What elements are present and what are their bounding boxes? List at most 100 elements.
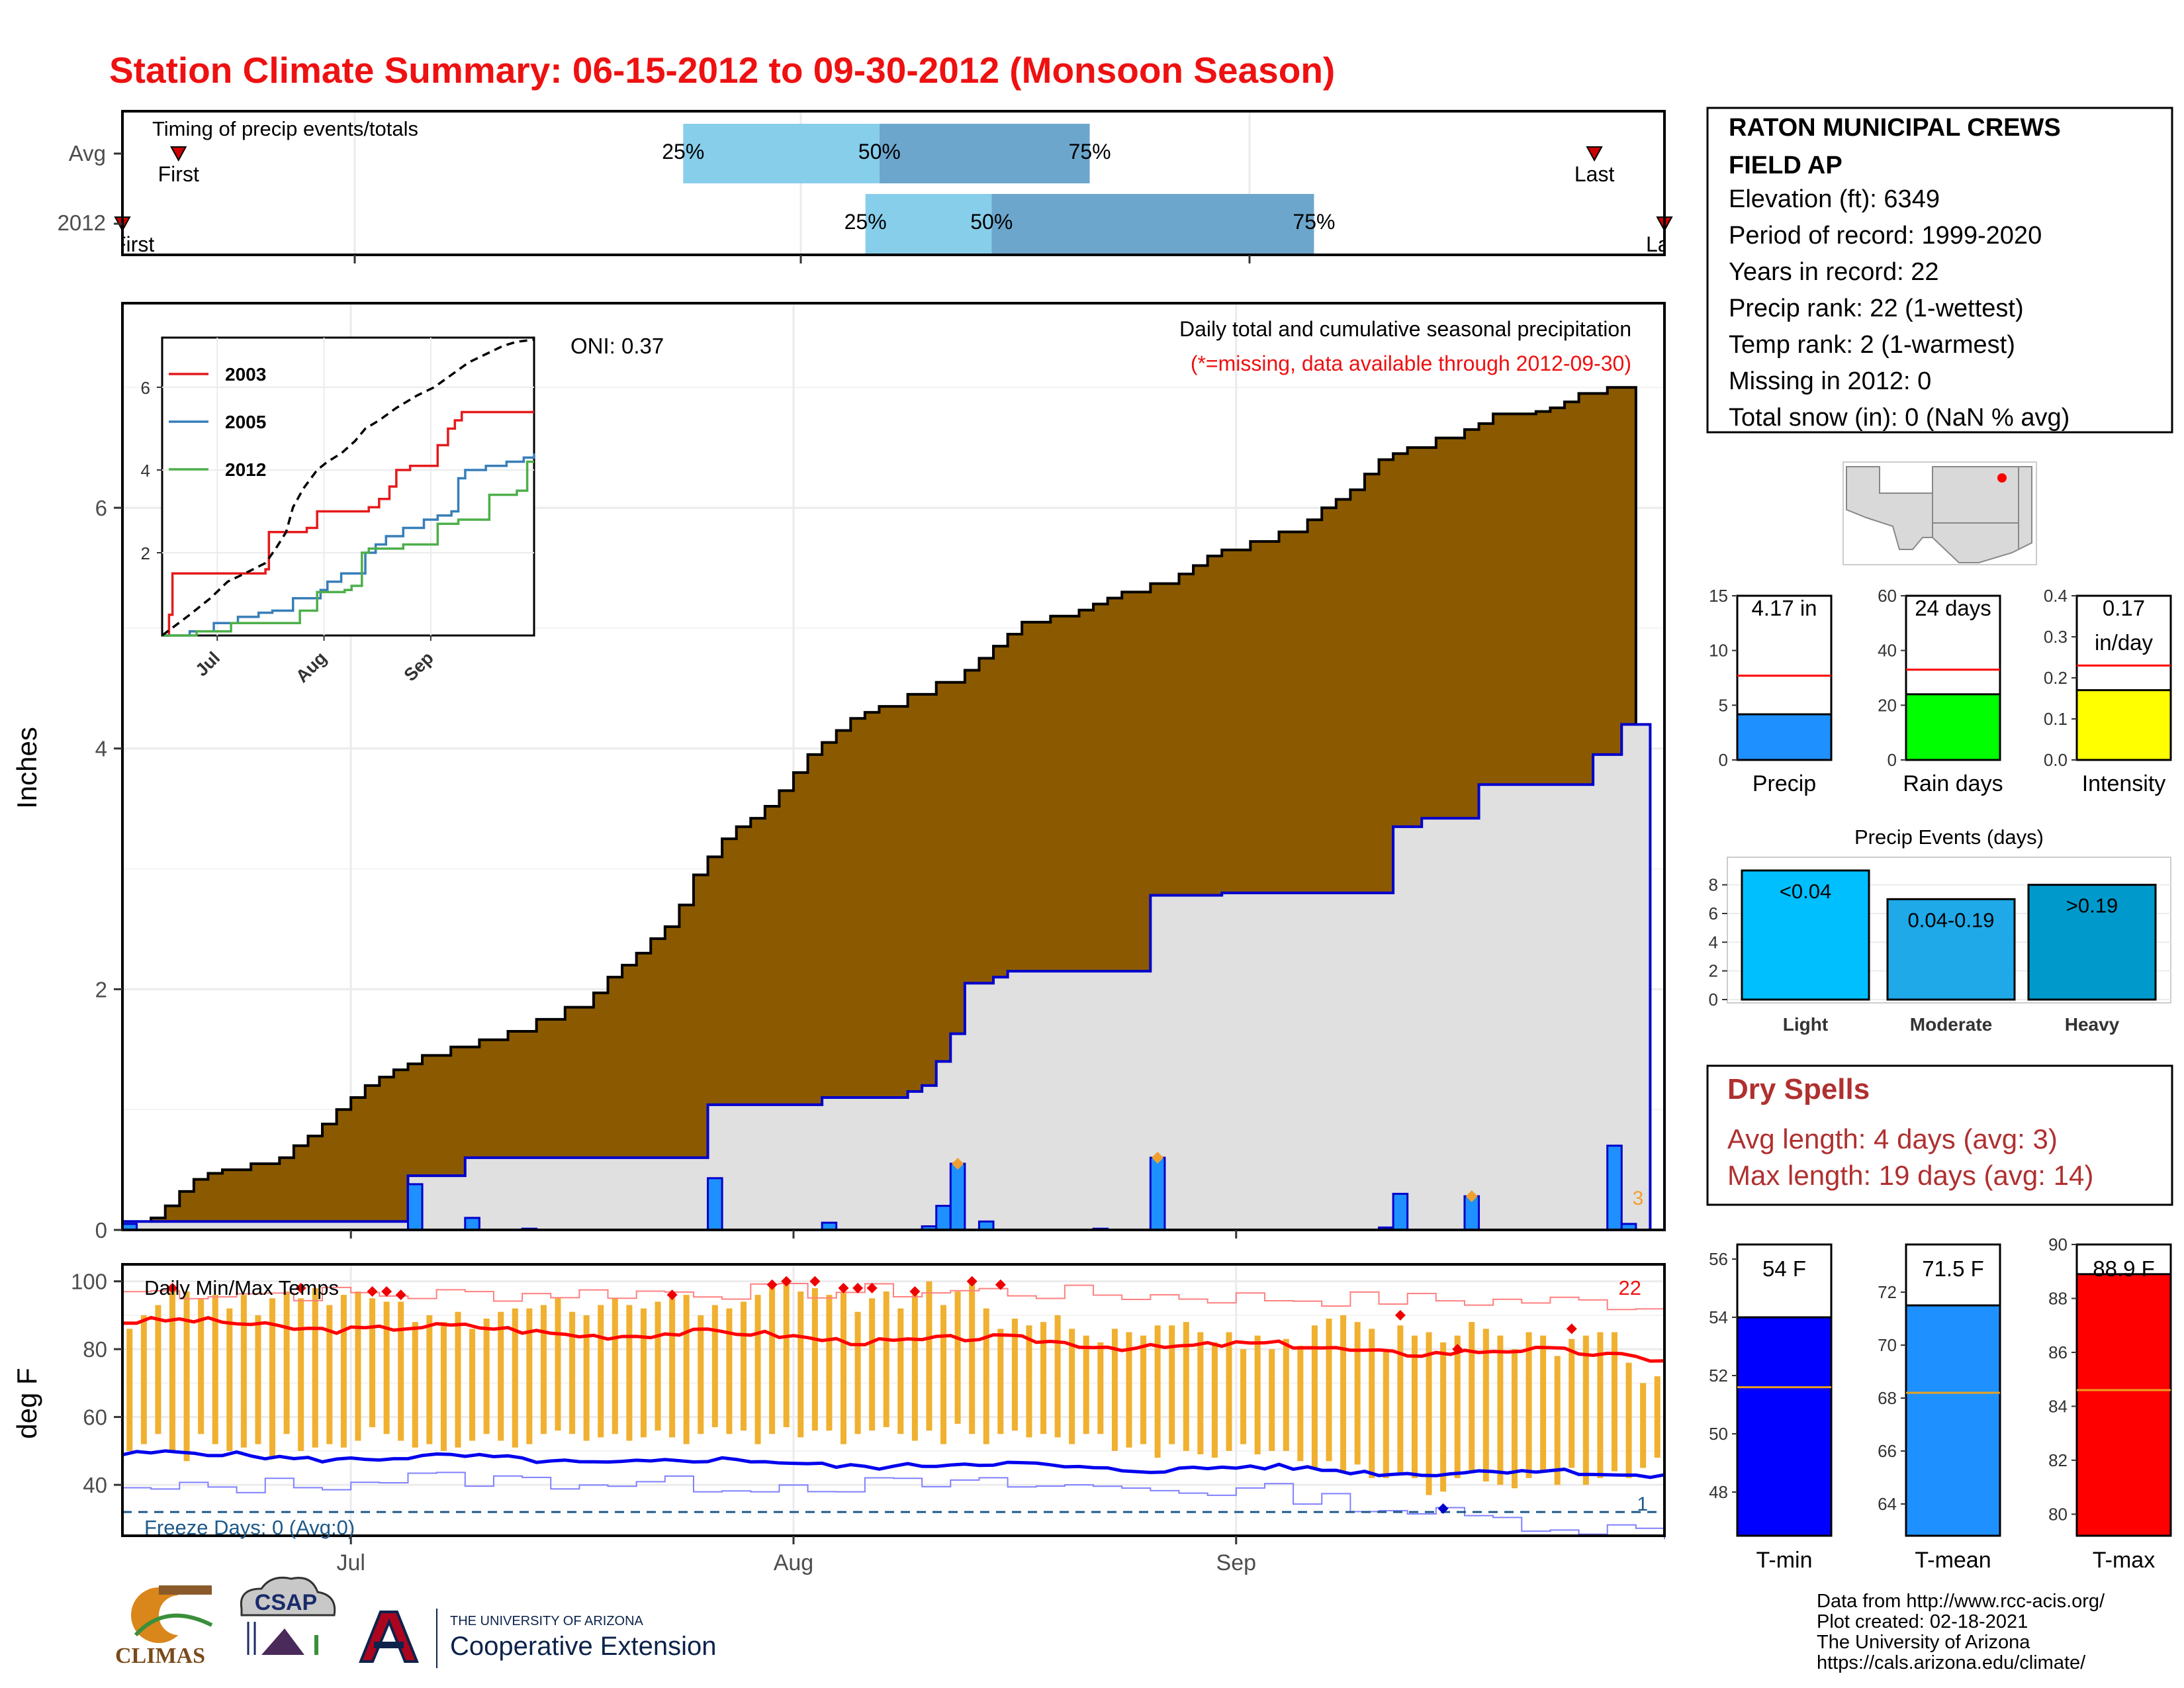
climas-logo: CLIMAS: [115, 1585, 213, 1668]
daily-temp-range: [1011, 1319, 1018, 1431]
inset-x-tick-label: Aug: [292, 648, 330, 686]
daily-temp-range: [1326, 1319, 1332, 1462]
precip-mini-tick-label: 0.4: [2044, 586, 2068, 606]
precip-mini-value-label: 24 days: [1915, 596, 1991, 620]
timing-q75-label: 75%: [1293, 210, 1335, 234]
hot-days-count: 22: [1619, 1276, 1641, 1299]
daily-precip-bar: [949, 1162, 966, 1231]
daily-temp-range: [1582, 1335, 1589, 1485]
daily-temp-range: [526, 1308, 533, 1444]
storm-marker: [952, 1158, 964, 1170]
timing-q75-label: 75%: [1069, 140, 1111, 164]
daily-temp-range: [1569, 1338, 1575, 1468]
daily-precip-bar: [464, 1217, 480, 1231]
daily-temp-range: [1269, 1349, 1275, 1451]
timing-box-lower: [683, 124, 880, 183]
daily-temp-range: [183, 1291, 190, 1462]
daily-temp-range: [440, 1322, 447, 1451]
record-high-marker: [866, 1282, 878, 1293]
record-high-marker: [766, 1279, 778, 1290]
precip-mini-tick-label: 60: [1878, 586, 1897, 606]
daily-temp-range: [1297, 1346, 1304, 1462]
events-tick-label: 4: [1709, 932, 1718, 952]
daily-temp-range: [1525, 1332, 1532, 1478]
credit-line-3: The University of Arizona: [1817, 1632, 2030, 1653]
daily-temp-range: [1597, 1332, 1604, 1478]
daily-temp-range: [826, 1295, 833, 1431]
temp-mini-tick-label: 86: [2048, 1342, 2068, 1362]
events-bar-label: <0.04: [1780, 880, 1831, 903]
daily-temp-range: [398, 1301, 404, 1441]
daily-temp-range: [555, 1298, 561, 1431]
daily-temp-range: [340, 1295, 347, 1448]
temp-mini-bar: [1905, 1304, 2001, 1537]
credit-line-2: Plot created: 02-18-2021: [1817, 1611, 2028, 1632]
inset-legend-label: 2012: [225, 459, 266, 480]
daily-precip-bar: [1606, 1145, 1623, 1231]
daily-temp-range: [954, 1291, 961, 1424]
record-min-line: [122, 1472, 1665, 1539]
timing-q50-label: 50%: [858, 140, 901, 164]
daily-temp-range: [240, 1295, 247, 1448]
missing-annotation: (*=missing, data available through 2012-…: [1191, 352, 1631, 375]
temp-mini-tick-label: 90: [2048, 1235, 2068, 1254]
record-high-marker: [838, 1282, 849, 1293]
daily-temp-range: [1069, 1329, 1075, 1444]
station-temp-rank: Temp rank: 2 (1-warmest): [1729, 331, 2015, 359]
daily-temp-range: [1026, 1325, 1032, 1438]
temp-mini-tick-label: 80: [2048, 1504, 2068, 1524]
precip-mini-category-label: Intensity: [2082, 771, 2166, 796]
daily-temp-range: [897, 1308, 904, 1434]
temp-mini-category-label: T-max: [2093, 1548, 2155, 1573]
first-event-label: First: [113, 232, 154, 256]
daily-temp-range: [1654, 1376, 1661, 1458]
precip-mini-tick-label: 10: [1709, 641, 1728, 661]
daily-temp-range: [312, 1288, 318, 1448]
daily-temp-range: [369, 1298, 376, 1427]
events-category-label: Heavy: [2065, 1014, 2120, 1035]
daily-temp-range: [1311, 1325, 1318, 1468]
temp-panel: Daily Min/Max Temps 22 Freeze Days: 0 (A…: [11, 1263, 1666, 1575]
record-high-marker: [852, 1282, 864, 1293]
inset-x-tick-label: Jul: [191, 648, 224, 680]
timing-q25-label: 25%: [844, 210, 887, 234]
daily-temp-range: [1054, 1315, 1061, 1438]
temp-mini-bar: [1736, 1316, 1833, 1537]
csap-text: CSAP: [255, 1590, 317, 1615]
last-event-label: Last: [1646, 232, 1686, 256]
avg-min-line: [122, 1449, 1665, 1479]
events-bar: [1886, 898, 2016, 1001]
temp-y-tick-label: 60: [83, 1405, 107, 1430]
daily-temp-range: [1611, 1332, 1617, 1472]
daily-temp-range: [226, 1308, 233, 1451]
precip-annotation: Daily total and cumulative seasonal prec…: [1179, 317, 1631, 341]
timing-box-upper: [991, 194, 1314, 254]
precip-mini-bar: [2075, 689, 2172, 761]
daily-temp-range: [1211, 1342, 1218, 1458]
station-years: Years in record: 22: [1729, 258, 1939, 286]
daily-temp-range: [740, 1301, 747, 1431]
freeze-count: 1: [1637, 1493, 1648, 1515]
daily-temp-range: [1183, 1322, 1189, 1451]
daily-temp-range: [326, 1305, 333, 1444]
storm-marker: [1152, 1151, 1164, 1164]
daily-temp-range: [569, 1311, 576, 1434]
inset-chart: 2003 2005 2012 2 4 6 Jul Aug Sep: [141, 336, 535, 686]
precip-mini-tick-label: 0: [1719, 750, 1728, 770]
timing-frame: [121, 110, 1666, 256]
credit-line-1: Data from http://www.rcc-acis.org/: [1817, 1591, 2105, 1612]
daily-precip-bar: [707, 1177, 723, 1231]
record-high-marker: [1452, 1344, 1463, 1355]
record-high-marker: [666, 1289, 678, 1301]
temp-mini-tick-label: 84: [2048, 1396, 2068, 1416]
record-high-marker: [1394, 1309, 1406, 1321]
daily-temp-range: [1640, 1383, 1647, 1468]
temp-x-tick-label: Jul: [336, 1550, 365, 1575]
daily-temp-range: [698, 1315, 704, 1434]
daily-temp-range: [669, 1298, 676, 1438]
events-bar: [1741, 869, 1870, 1001]
inset-series-2012: [162, 460, 534, 637]
daily-temp-range: [1369, 1329, 1375, 1478]
timing-box-upper: [879, 124, 1090, 183]
